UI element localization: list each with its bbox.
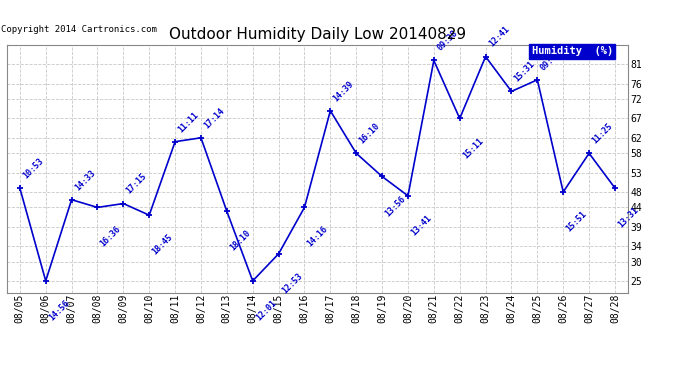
Text: 12:41: 12:41 xyxy=(487,25,511,49)
Text: 09:?: 09:? xyxy=(539,52,559,72)
Text: 09:38: 09:38 xyxy=(435,29,459,53)
Text: 15:11: 15:11 xyxy=(461,136,485,160)
Text: 16:10: 16:10 xyxy=(357,122,382,146)
Text: 14:16: 14:16 xyxy=(306,225,330,249)
Text: 13:56: 13:56 xyxy=(384,194,407,218)
Text: Copyright 2014 Cartronics.com: Copyright 2014 Cartronics.com xyxy=(1,25,157,34)
Text: 12:53: 12:53 xyxy=(280,271,304,295)
Text: 11:25: 11:25 xyxy=(591,122,614,146)
Text: 14:33: 14:33 xyxy=(73,168,97,192)
Text: 11:11: 11:11 xyxy=(177,110,200,134)
Text: 13:41: 13:41 xyxy=(409,213,433,237)
Text: 15:31: 15:31 xyxy=(513,60,537,84)
Text: 17:14: 17:14 xyxy=(202,106,226,130)
Text: 13:31: 13:31 xyxy=(616,206,640,230)
Text: 12:01: 12:01 xyxy=(254,298,278,322)
Text: Humidity  (%): Humidity (%) xyxy=(531,46,613,56)
Text: 16:36: 16:36 xyxy=(99,225,123,249)
Title: Outdoor Humidity Daily Low 20140829: Outdoor Humidity Daily Low 20140829 xyxy=(169,27,466,42)
Text: 18:10: 18:10 xyxy=(228,229,252,253)
Text: 18:45: 18:45 xyxy=(150,232,175,256)
Text: 15:51: 15:51 xyxy=(564,209,589,233)
Text: 14:39: 14:39 xyxy=(332,79,355,103)
Text: 14:56: 14:56 xyxy=(47,298,71,322)
Text: 10:53: 10:53 xyxy=(21,156,45,180)
Text: 17:15: 17:15 xyxy=(125,172,148,196)
